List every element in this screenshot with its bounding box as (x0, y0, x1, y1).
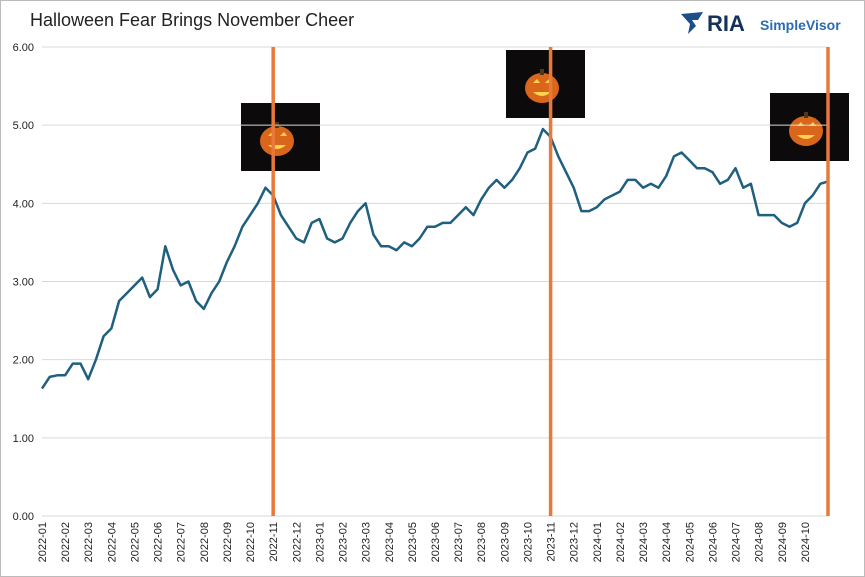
x-tick-label: 2024-04 (661, 522, 673, 562)
chart-title: Halloween Fear Brings November Cheer (30, 10, 354, 30)
x-tick-label: 2023-12 (569, 522, 581, 562)
x-tick-label: 2023-01 (314, 522, 326, 562)
x-tick-label: 2023-08 (476, 522, 488, 562)
x-tick-label: 2022-06 (153, 522, 165, 562)
x-tick-label: 2024-07 (731, 522, 743, 562)
brand-name: RIA (707, 11, 745, 36)
y-tick-label: 6.00 (13, 42, 34, 54)
pumpkin (525, 73, 559, 103)
x-tick-label: 2022-07 (176, 522, 188, 562)
x-tick-label: 2022-09 (222, 522, 234, 562)
x-tick-label: 2024-10 (800, 522, 812, 562)
x-tick-label: 2024-02 (615, 522, 627, 562)
y-tick-label: 5.00 (13, 120, 34, 132)
x-tick-label: 2023-03 (361, 522, 373, 562)
y-tick-label: 1.00 (13, 433, 34, 445)
x-tick-label: 2024-08 (754, 522, 766, 562)
x-tick-label: 2023-10 (522, 522, 534, 562)
x-tick-label: 2022-05 (129, 522, 141, 562)
x-tick-label: 2023-11 (546, 522, 558, 562)
x-tick-label: 2023-02 (338, 522, 350, 562)
pumpkin (260, 126, 294, 156)
x-tick-label: 2022-11 (268, 522, 280, 562)
x-tick-label: 2022-03 (83, 522, 95, 562)
pumpkin-face (797, 122, 816, 139)
x-tick-label: 2024-01 (592, 522, 604, 562)
x-tick-label: 2023-06 (430, 522, 442, 562)
line (40, 127, 829, 390)
y-tick-label: 4.00 (13, 198, 34, 210)
x-tick-label: 2023-07 (453, 522, 465, 562)
logo: RIA SimpleVisor (681, 11, 841, 36)
x-tick-label: 2022-08 (199, 522, 211, 562)
y-tick-label: 2.00 (13, 355, 34, 367)
x-tick-label: 2022-01 (37, 522, 49, 562)
x-tick-label: 2022-10 (245, 522, 257, 562)
brand-product: SimpleVisor (760, 17, 841, 33)
x-tick-label: 2022-04 (106, 522, 118, 562)
x-tick-label: 2024-09 (777, 522, 789, 562)
pumpkin-images (241, 50, 849, 171)
pumpkin-face (268, 132, 287, 149)
x-tick-label: 2024-06 (707, 522, 719, 562)
pumpkin-stem (540, 69, 544, 75)
x-tick-label: 2022-02 (60, 522, 72, 562)
x-tick-label: 2023-09 (499, 522, 511, 562)
x-tick-label: 2024-05 (684, 522, 696, 562)
x-tick-label: 2023-04 (384, 522, 396, 562)
logo-icon (681, 12, 703, 34)
pumpkin (789, 116, 823, 146)
pumpkin-stem (804, 112, 808, 118)
x-tick-label: 2022-12 (291, 522, 303, 562)
x-tick-label: 2023-05 (407, 522, 419, 562)
y-tick-label: 3.00 (13, 277, 34, 289)
x-tick-label: 2024-03 (638, 522, 650, 562)
y-tick-label: 0.00 (13, 511, 34, 523)
